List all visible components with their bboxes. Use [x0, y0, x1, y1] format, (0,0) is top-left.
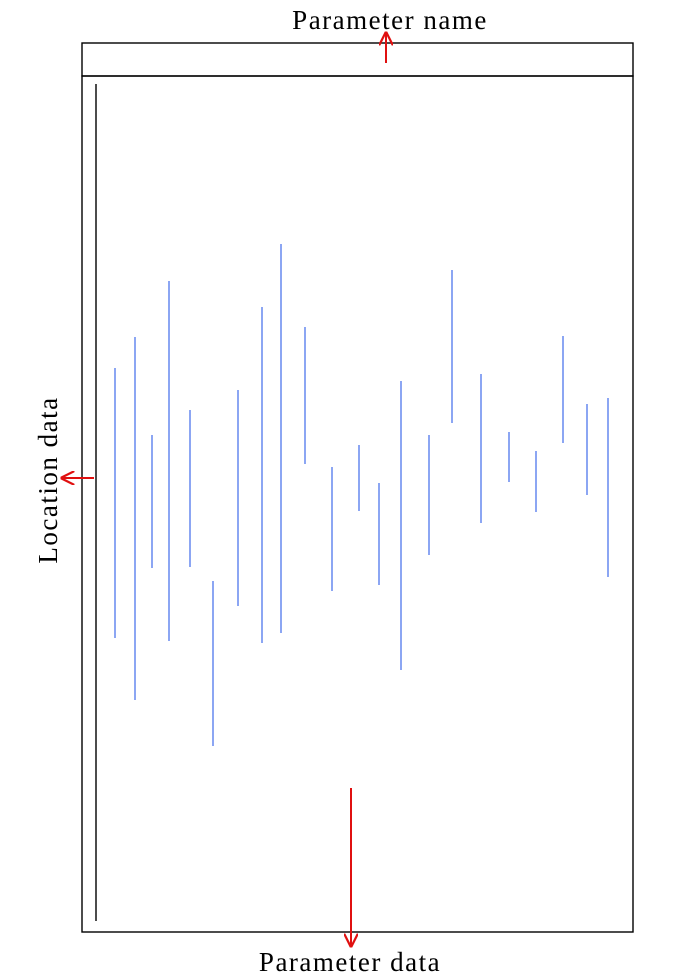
location-data-label: Location data: [33, 396, 63, 563]
parameter-data-label: Parameter data: [259, 947, 441, 977]
plot-box: [81, 75, 634, 933]
range-lines: [114, 244, 609, 746]
header-box: [81, 42, 634, 77]
parameter-name-label: Parameter name: [292, 5, 488, 35]
